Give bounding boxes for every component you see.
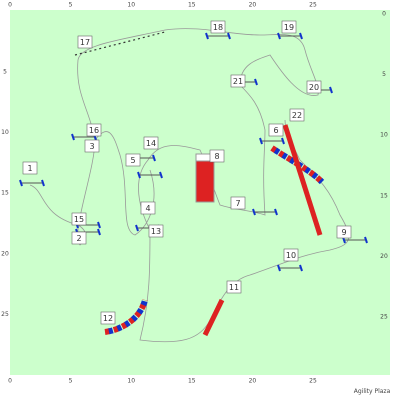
jump-wing bbox=[259, 137, 263, 145]
jump-wing bbox=[281, 137, 285, 145]
axis-label: 0 bbox=[8, 2, 12, 9]
obstacle-number-box bbox=[209, 149, 225, 163]
axis-label: 15 bbox=[188, 378, 196, 385]
obstacle-number-box bbox=[226, 280, 242, 294]
axis-label: 10 bbox=[127, 378, 135, 385]
axis-label: 20 bbox=[249, 378, 257, 385]
obstacle-number-box bbox=[289, 108, 305, 122]
jump-wing bbox=[254, 78, 258, 86]
obstacle-number: 8 bbox=[214, 152, 219, 161]
axis-label: 20 bbox=[380, 253, 388, 260]
jump-wing bbox=[252, 208, 256, 216]
weave-poles bbox=[74, 31, 166, 56]
axis-label: 0 bbox=[382, 11, 386, 18]
obstacle-number: 2 bbox=[76, 234, 81, 243]
jump-wing bbox=[364, 236, 368, 244]
axis-label: 25 bbox=[309, 2, 317, 9]
obstacle-number: 21 bbox=[233, 77, 243, 86]
axis-label: 5 bbox=[69, 378, 73, 385]
obstacle-number: 4 bbox=[145, 204, 150, 213]
obstacle-number: 17 bbox=[80, 38, 90, 47]
axis-label: 25 bbox=[1, 311, 9, 318]
axis-label: 0 bbox=[8, 378, 12, 385]
axis-label: 5 bbox=[3, 69, 7, 76]
obstacle-number: 5 bbox=[130, 156, 135, 165]
obstacle-number-box bbox=[281, 20, 297, 34]
jump-wing bbox=[159, 171, 163, 179]
axis-label: 10 bbox=[127, 2, 135, 9]
obstacle-number: 6 bbox=[273, 126, 278, 135]
obstacle-number-box bbox=[143, 136, 159, 150]
axis-label: 15 bbox=[380, 192, 388, 199]
axis-label: 5 bbox=[69, 2, 73, 9]
jump-wing bbox=[97, 221, 101, 229]
obstacle-number-box bbox=[148, 224, 164, 238]
a-frame bbox=[195, 159, 215, 203]
obstacle-number: 18 bbox=[213, 23, 223, 32]
axis-label: 25 bbox=[309, 378, 317, 385]
jump-wing bbox=[19, 179, 23, 187]
obstacle-number-box bbox=[230, 196, 246, 210]
axis-label: 5 bbox=[382, 71, 386, 78]
jump-wing bbox=[152, 154, 156, 162]
jump-wing bbox=[137, 171, 141, 179]
axis-label: 10 bbox=[1, 129, 9, 136]
obstacle-number: 9 bbox=[341, 228, 346, 237]
obstacle-number: 1 bbox=[27, 164, 32, 173]
axis-label: 20 bbox=[249, 2, 257, 9]
jump-wing bbox=[277, 264, 281, 272]
jump-wing bbox=[274, 208, 278, 216]
axis-label: 15 bbox=[188, 2, 196, 9]
tunnel bbox=[270, 145, 325, 185]
obstacle-number-box bbox=[210, 20, 226, 34]
obstacle-number-box bbox=[230, 74, 246, 88]
teeter bbox=[202, 298, 225, 337]
obstacle-number-box bbox=[125, 153, 141, 167]
jump-wing bbox=[135, 224, 139, 232]
obstacle-number: 22 bbox=[292, 111, 302, 120]
jump-wing bbox=[277, 32, 281, 40]
obstacle-number-box bbox=[77, 35, 93, 49]
obstacle-number: 16 bbox=[89, 126, 99, 135]
obstacle-number-box bbox=[268, 123, 284, 137]
jump-wing bbox=[299, 264, 303, 272]
obstacle-number: 7 bbox=[235, 199, 240, 208]
axis-label: 20 bbox=[1, 250, 9, 257]
jump-wing bbox=[205, 32, 209, 40]
obstacle-number: 12 bbox=[103, 314, 113, 323]
tunnel bbox=[104, 299, 148, 335]
obstacle-number-box bbox=[283, 248, 299, 262]
obstacle-number-box bbox=[336, 225, 352, 239]
obstacle-number-box bbox=[86, 123, 102, 137]
axis-label: 10 bbox=[380, 132, 388, 139]
obstacle-number-box bbox=[84, 139, 100, 153]
jump-wing bbox=[71, 133, 75, 141]
obstacle-number-box bbox=[100, 311, 116, 325]
jump-wing bbox=[97, 228, 101, 236]
jump-wing bbox=[329, 86, 333, 94]
obstacle-number-box bbox=[71, 212, 87, 226]
obstacle-number: 3 bbox=[89, 142, 94, 151]
obstacle-number: 13 bbox=[151, 227, 161, 236]
jump-wing bbox=[299, 32, 303, 40]
jump-wing bbox=[227, 32, 231, 40]
jump-wing bbox=[41, 179, 45, 187]
obstacle-number-box bbox=[140, 201, 156, 215]
obstacle-number-box bbox=[306, 80, 322, 94]
obstacle-number-box bbox=[22, 161, 38, 175]
obstacle-number: 10 bbox=[286, 251, 296, 260]
axis-label: 25 bbox=[380, 314, 388, 321]
obstacle-number: 15 bbox=[74, 215, 84, 224]
dogwalk bbox=[282, 124, 323, 236]
obstacle-number: 19 bbox=[284, 23, 294, 32]
axis-label: 15 bbox=[1, 190, 9, 197]
obstacle-number-box bbox=[71, 231, 87, 245]
obstacle-number: 14 bbox=[146, 139, 156, 148]
obstacle-number: 20 bbox=[309, 83, 319, 92]
obstacle-number: 11 bbox=[229, 283, 239, 292]
footer: Agility Plaza bbox=[354, 388, 391, 395]
